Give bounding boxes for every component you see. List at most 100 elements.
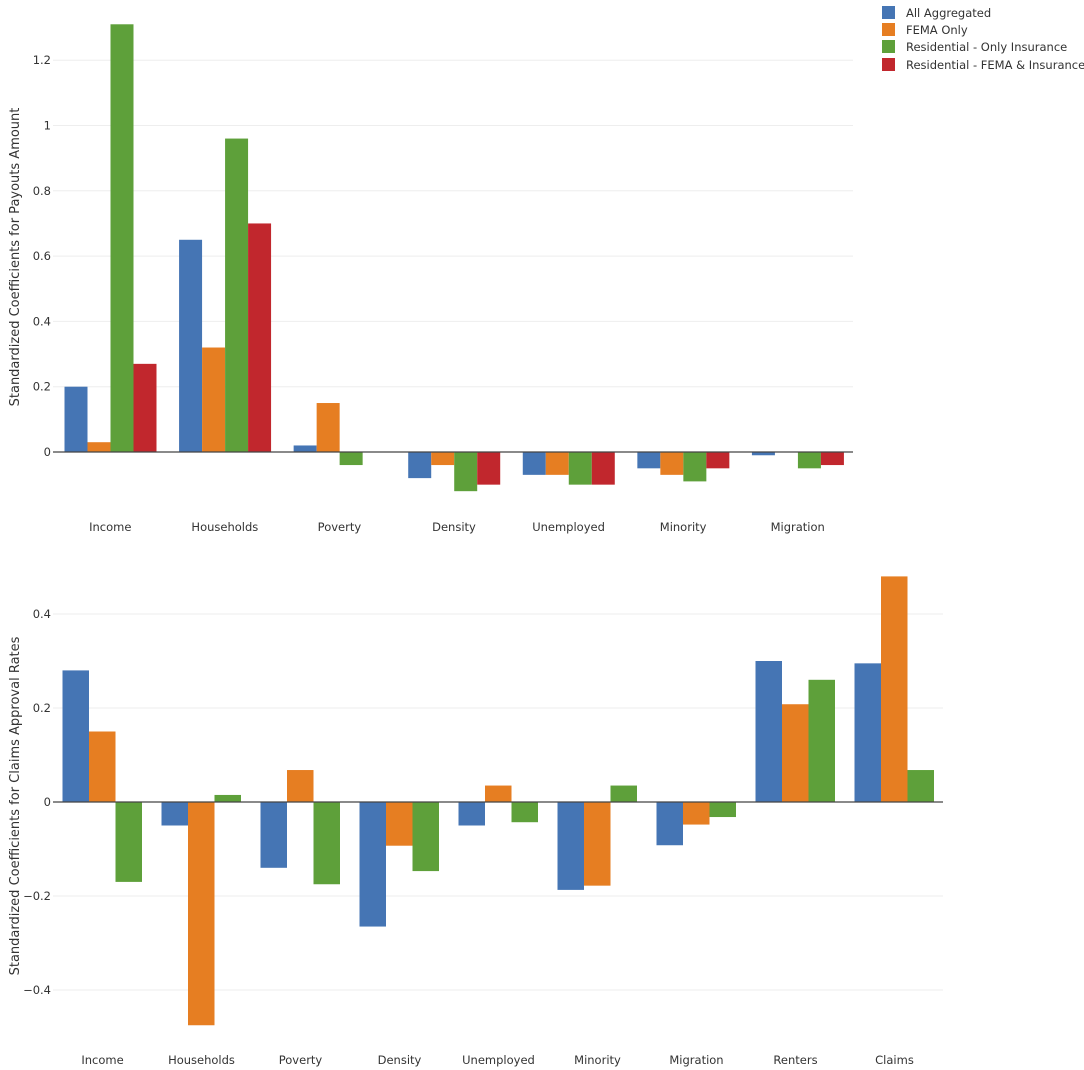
- payouts-x-tick-households: Households: [191, 520, 258, 534]
- claims-bar-residential-only-insurance-income[interactable]: [115, 802, 143, 882]
- claims-y-ticks: −0.4 −0.2 0 0.2 0.4: [23, 607, 51, 997]
- payouts-bar-residential-only-insurance-households[interactable]: [225, 138, 249, 452]
- payouts-bar-residential-fema-insurance-households[interactable]: [248, 223, 272, 452]
- claims-x-tick-renters: Renters: [773, 1053, 817, 1067]
- legend-item-fema-only[interactable]: FEMA Only: [882, 23, 968, 37]
- payouts-y-tick-label: 1: [44, 119, 51, 133]
- claims-bar-fema-only-renters[interactable]: [782, 704, 809, 802]
- payouts-bar-residential-only-insurance-minority[interactable]: [683, 452, 707, 482]
- claims-bar-fema-only-migration[interactable]: [683, 802, 710, 825]
- claims-x-tick-income: Income: [81, 1053, 123, 1067]
- payouts-y-tick-label: 0.8: [33, 184, 51, 198]
- legend-swatch-residential-fema-insurance: [882, 58, 895, 71]
- payouts-x-tick-income: Income: [89, 520, 131, 534]
- claims-bar-residential-only-insurance-unemployed[interactable]: [511, 802, 539, 823]
- claims-y-tick-label: −0.2: [23, 889, 51, 903]
- legend-swatch-fema-only: [882, 23, 895, 36]
- payouts-bar-residential-only-insurance-migration[interactable]: [797, 452, 821, 469]
- payouts-x-tick-density: Density: [432, 520, 476, 534]
- claims-bar-residential-only-insurance-density[interactable]: [412, 802, 440, 872]
- claims-bar-residential-only-insurance-migration[interactable]: [709, 802, 737, 818]
- legend-item-all-aggregated[interactable]: All Aggregated: [882, 6, 991, 20]
- payouts-bar-residential-only-insurance-income[interactable]: [110, 24, 134, 452]
- payouts-bar-residential-only-insurance-poverty[interactable]: [339, 452, 363, 466]
- claims-bar-all-aggregated-households[interactable]: [161, 802, 189, 826]
- legend-label-all-aggregated: All Aggregated: [906, 6, 991, 20]
- claims-bar-all-aggregated-claims[interactable]: [854, 663, 882, 802]
- claims-bar-all-aggregated-migration[interactable]: [656, 802, 684, 846]
- payouts-bar-all-aggregated-density[interactable]: [408, 452, 432, 479]
- claims-x-tick-claims: Claims: [875, 1053, 914, 1067]
- payouts-x-tick-poverty: Poverty: [318, 520, 362, 534]
- payouts-bar-all-aggregated-minority[interactable]: [637, 452, 661, 469]
- legend-item-residential-fema-insurance[interactable]: Residential - FEMA & Insurance: [882, 58, 1084, 72]
- claims-bar-residential-only-insurance-claims[interactable]: [907, 770, 935, 802]
- payouts-y-ticks: 0 0.2 0.4 0.6 0.8 1 1.2: [33, 53, 51, 459]
- claims-bar-fema-only-minority[interactable]: [584, 802, 611, 886]
- claims-x-tick-minority: Minority: [574, 1053, 621, 1067]
- claims-x-tick-migration: Migration: [669, 1053, 723, 1067]
- payouts-bar-fema-only-unemployed[interactable]: [545, 452, 569, 475]
- claims-bar-all-aggregated-income[interactable]: [62, 670, 90, 802]
- payouts-bar-all-aggregated-poverty[interactable]: [293, 445, 317, 452]
- payouts-gridlines: [53, 59, 853, 388]
- claims-bar-fema-only-claims[interactable]: [881, 576, 908, 802]
- payouts-bar-residential-fema-insurance-unemployed[interactable]: [591, 452, 615, 485]
- payouts-bar-fema-only-poverty[interactable]: [316, 403, 340, 452]
- claims-bar-residential-only-insurance-households[interactable]: [214, 794, 242, 802]
- payouts-bar-residential-only-insurance-density[interactable]: [454, 452, 478, 492]
- claims-bar-fema-only-unemployed[interactable]: [485, 785, 512, 802]
- legend-item-residential-only-insurance[interactable]: Residential - Only Insurance: [882, 40, 1067, 54]
- claims-approval-chart: Standardized Coefficients for Claims App…: [8, 576, 943, 1067]
- claims-bar-all-aggregated-poverty[interactable]: [260, 802, 288, 868]
- payouts-bar-all-aggregated-migration[interactable]: [751, 452, 775, 456]
- legend-label-fema-only: FEMA Only: [906, 23, 968, 37]
- legend: All Aggregated FEMA Only Residential - O…: [882, 6, 1084, 72]
- payouts-x-tick-minority: Minority: [660, 520, 707, 534]
- claims-y-axis-title: Standardized Coefficients for Claims App…: [8, 636, 23, 975]
- payouts-bar-all-aggregated-households[interactable]: [179, 239, 203, 452]
- payouts-chart: Standardized Coefficients for Payouts Am…: [8, 24, 853, 534]
- payouts-y-tick-label: 0.6: [33, 249, 51, 263]
- claims-bar-residential-only-insurance-poverty[interactable]: [313, 802, 341, 885]
- claims-y-tick-label: 0.2: [33, 701, 51, 715]
- claims-x-tick-households: Households: [168, 1053, 235, 1067]
- payouts-y-tick-label: 0.4: [33, 314, 51, 328]
- claims-bar-all-aggregated-minority[interactable]: [557, 802, 585, 890]
- payouts-y-tick-label: 1.2: [33, 53, 51, 67]
- legend-label-residential-fema-insurance: Residential - FEMA & Insurance: [906, 58, 1084, 72]
- claims-y-tick-label: 0: [44, 795, 51, 809]
- claims-bar-all-aggregated-density[interactable]: [359, 802, 387, 927]
- payouts-x-tick-unemployed: Unemployed: [532, 520, 605, 534]
- payouts-bar-residential-fema-insurance-minority[interactable]: [706, 452, 730, 469]
- payouts-bar-residential-fema-insurance-migration[interactable]: [820, 452, 844, 466]
- payouts-y-tick-label: 0.2: [33, 380, 51, 394]
- claims-bars: [53, 576, 943, 1026]
- payouts-bar-fema-only-density[interactable]: [431, 452, 455, 466]
- payouts-bar-residential-fema-insurance-income[interactable]: [133, 363, 157, 452]
- payouts-bar-residential-fema-insurance-density[interactable]: [477, 452, 501, 485]
- claims-bar-all-aggregated-renters[interactable]: [755, 661, 783, 802]
- legend-swatch-residential-only-insurance: [882, 40, 895, 53]
- payouts-bar-all-aggregated-unemployed[interactable]: [522, 452, 546, 475]
- claims-bar-fema-only-poverty[interactable]: [287, 770, 314, 802]
- payouts-x-tick-migration: Migration: [771, 520, 825, 534]
- payouts-bar-all-aggregated-income[interactable]: [64, 386, 88, 452]
- payouts-bar-fema-only-households[interactable]: [202, 347, 226, 452]
- claims-x-tick-unemployed: Unemployed: [462, 1053, 535, 1067]
- legend-swatch-all-aggregated: [882, 6, 895, 19]
- payouts-bar-fema-only-income[interactable]: [87, 442, 111, 452]
- claims-x-tick-density: Density: [378, 1053, 422, 1067]
- payouts-x-ticks: Income Households Poverty Density Unemployed…: [89, 520, 825, 534]
- claims-bar-fema-only-density[interactable]: [386, 802, 413, 846]
- payouts-bar-fema-only-minority[interactable]: [660, 452, 684, 475]
- claims-bar-residential-only-insurance-renters[interactable]: [808, 679, 836, 802]
- payouts-y-tick-label: 0: [44, 445, 51, 459]
- payouts-bar-residential-only-insurance-unemployed[interactable]: [568, 452, 592, 485]
- claims-bar-residential-only-insurance-minority[interactable]: [610, 785, 638, 802]
- claims-bar-all-aggregated-unemployed[interactable]: [458, 802, 486, 826]
- claims-bar-fema-only-households[interactable]: [188, 802, 215, 1026]
- claims-y-tick-label: −0.4: [23, 983, 51, 997]
- claims-bar-fema-only-income[interactable]: [89, 731, 116, 803]
- legend-label-residential-only-insurance: Residential - Only Insurance: [906, 40, 1067, 54]
